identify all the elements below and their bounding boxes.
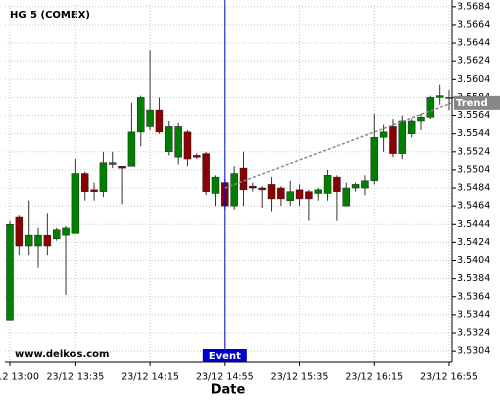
y-tick-label: 3.5324: [457, 328, 490, 339]
candle-body: [137, 97, 145, 133]
candle-body: [6, 224, 14, 321]
candle-body: [305, 191, 313, 200]
candle-body: [342, 187, 351, 207]
candle-body: [183, 131, 192, 160]
candle-body: [277, 187, 285, 200]
x-tick-label: 23/12 14:55: [196, 372, 254, 383]
candle-body: [193, 155, 201, 158]
candle-body: [426, 97, 435, 118]
candle-body: [24, 234, 33, 247]
watermark: www.delkos.com: [15, 349, 109, 360]
y-tick-label: 3.5644: [457, 38, 490, 49]
candle-body: [80, 173, 89, 192]
y-tick-label: 3.5304: [457, 346, 490, 357]
y-tick-label: 3.5484: [457, 183, 490, 194]
candle-body: [351, 184, 360, 189]
x-tick-label: 23/12 16:55: [420, 372, 478, 383]
candle-body: [333, 176, 341, 192]
x-tick-label: 23/12 13:00: [0, 372, 39, 383]
trend-label: Trend: [456, 98, 488, 109]
candle-body: [62, 227, 70, 236]
event-label: Event: [209, 351, 241, 362]
candle-body: [398, 120, 407, 154]
candle-body: [417, 117, 425, 122]
candle-body: [389, 126, 397, 154]
candle-body: [379, 131, 388, 138]
candle-body: [155, 109, 164, 133]
candle-body: [71, 173, 80, 234]
trend-box: [454, 95, 500, 110]
candle-body: [99, 162, 108, 192]
y-tick-label: 3.5684: [457, 1, 490, 12]
y-tick-label: 3.5564: [457, 110, 490, 121]
x-tick-label: 23/12 16:15: [345, 372, 403, 383]
candle-body: [239, 167, 248, 191]
y-tick-label: 3.5464: [457, 201, 490, 212]
candle-body: [370, 137, 379, 182]
candle-body: [146, 109, 154, 127]
y-tick-label: 3.5444: [457, 219, 490, 230]
y-tick-label: 3.5344: [457, 309, 490, 320]
candle-body: [118, 166, 126, 169]
candle-body: [108, 162, 117, 165]
y-tick-label: 3.5544: [457, 128, 490, 139]
candle-body: [90, 189, 98, 192]
chart-title: HG 5 (COMEX): [10, 10, 90, 21]
y-tick-label: 3.5524: [457, 146, 490, 157]
candle-body: [52, 229, 61, 240]
y-tick-label: 3.5384: [457, 273, 490, 284]
candle-body: [127, 131, 136, 167]
candle-body: [249, 185, 257, 189]
trend-line: [224, 102, 453, 189]
candle-body: [174, 126, 182, 158]
candle-body: [323, 175, 332, 194]
x-tick-label: 23/12 13:35: [46, 372, 104, 383]
y-tick-label: 3.5364: [457, 291, 490, 302]
candle-body: [230, 173, 238, 207]
event-box: [202, 349, 247, 362]
candle-body: [445, 97, 453, 99]
candle-body: [15, 216, 24, 247]
candle-body: [211, 176, 220, 194]
y-tick-label: 3.5624: [457, 56, 490, 67]
x-tick-label: 23/12 15:35: [271, 372, 329, 383]
candle-body: [43, 234, 52, 247]
y-tick-label: 3.5424: [457, 237, 490, 248]
x-tick-label: 23/12 14:15: [121, 372, 179, 383]
x-axis-label: Date: [211, 383, 246, 398]
candle-body: [435, 95, 444, 98]
y-tick-label: 3.5504: [457, 164, 490, 175]
candle-body: [361, 180, 369, 189]
candle-body: [258, 187, 266, 191]
y-tick-label: 3.5664: [457, 19, 490, 30]
y-tick-label: 3.5404: [457, 255, 490, 266]
candle-body: [295, 189, 304, 200]
candle-body: [202, 153, 210, 192]
candle-body: [267, 184, 276, 200]
candle-body: [34, 234, 42, 247]
candle-body: [314, 189, 322, 194]
y-tick-label: 3.5604: [457, 74, 490, 85]
candle-body: [286, 191, 294, 201]
candle-body: [407, 120, 416, 134]
candle-body: [165, 126, 173, 153]
